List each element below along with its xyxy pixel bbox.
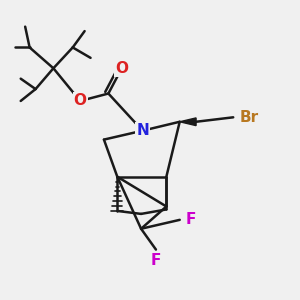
Text: F: F — [186, 212, 196, 227]
Text: N: N — [136, 123, 149, 138]
Text: O: O — [74, 94, 87, 109]
Text: F: F — [151, 253, 161, 268]
Text: O: O — [115, 61, 128, 76]
Polygon shape — [180, 118, 196, 126]
Text: Br: Br — [239, 110, 258, 125]
